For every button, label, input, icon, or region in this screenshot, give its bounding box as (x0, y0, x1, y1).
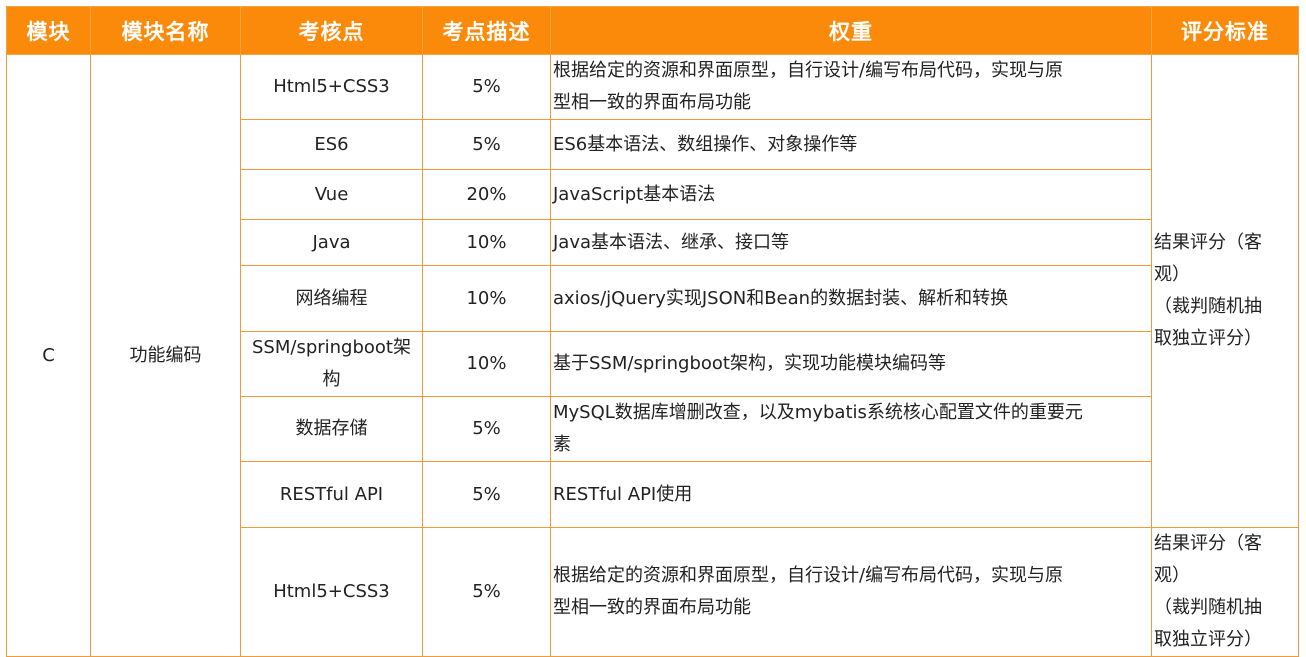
exam-point-cell: Html5+CSS3 (240, 527, 423, 657)
table-row: Vue 20% JavaScript基本语法 (7, 169, 1299, 220)
table-row: ES6 5% ES6基本语法、数组操作、对象操作等 (7, 119, 1299, 170)
exam-point-cell: Vue (240, 169, 423, 220)
table-row: C 功能编码 Html5+CSS3 5% 根据给定的资源和界面原型，自行设计/编… (6, 54, 1299, 657)
table-row: RESTful API 5% RESTful API使用 (7, 461, 1299, 528)
description-line: 型相一致的界面布局功能 (553, 92, 751, 113)
percent-cell: 10% (422, 331, 551, 397)
exam-point-cell: Html5+CSS3 (240, 54, 423, 120)
exam-point-cell: 数据存储 (240, 396, 423, 462)
standard-line: （裁判随机抽 (1154, 597, 1262, 618)
module-name-cell: 功能编码 (90, 54, 241, 657)
percent-cell: 10% (422, 219, 551, 266)
description-line: 素 (553, 434, 571, 455)
description-cell: 根据给定的资源和界面原型，自行设计/编写布局代码，实现与原 型相一致的界面布局功… (550, 54, 1152, 120)
header-standard: 评分标准 (1151, 6, 1299, 55)
header-point-desc: 考点描述 (422, 6, 551, 55)
exam-point-cell: ES6 (240, 119, 423, 170)
standard-line: 取独立评分） (1154, 328, 1262, 349)
exam-criteria-table: 模块 模块名称 考核点 考点描述 权重 评分标准 C 功能编码 Html5+CS… (6, 6, 1299, 657)
standard-line: （裁判随机抽 (1154, 296, 1262, 317)
exam-point-cell: SSM/springboot架构 (240, 331, 423, 397)
table-row: 网络编程 10% axios/jQuery实现JSON和Bean的数据封装、解析… (7, 265, 1299, 332)
description-cell: RESTful API使用 (550, 461, 1152, 528)
exam-point-cell: 网络编程 (240, 265, 423, 332)
scoring-standard-cell: 结果评分（客 观） （裁判随机抽 取独立评分） (1151, 54, 1299, 528)
percent-cell: 20% (422, 169, 551, 220)
standard-line: 结果评分（客 (1154, 533, 1262, 554)
description-line: MySQL数据库增删改查，以及mybatis系统核心配置文件的重要元 (553, 402, 1083, 423)
header-exam-point: 考核点 (240, 6, 423, 55)
description-cell: ES6基本语法、数组操作、对象操作等 (550, 119, 1152, 170)
percent-cell: 5% (422, 119, 551, 170)
description-cell: MySQL数据库增删改查，以及mybatis系统核心配置文件的重要元 素 (550, 396, 1152, 462)
table-row: 数据存储 5% MySQL数据库增删改查，以及mybatis系统核心配置文件的重… (7, 396, 1299, 462)
table-row: SSM/springboot架构 10% 基于SSM/springboot架构，… (7, 331, 1299, 397)
exam-point-cell: RESTful API (240, 461, 423, 528)
percent-cell: 10% (422, 265, 551, 332)
standard-line: 取独立评分） (1154, 629, 1262, 650)
description-cell: 基于SSM/springboot架构，实现功能模块编码等 (550, 331, 1152, 397)
description-line: 根据给定的资源和界面原型，自行设计/编写布局代码，实现与原 (553, 565, 1064, 586)
header-weight: 权重 (550, 6, 1152, 55)
percent-cell: 5% (422, 396, 551, 462)
table-row: Java 10% Java基本语法、继承、接口等 (7, 219, 1299, 266)
header-module: 模块 (6, 6, 91, 55)
exam-point-cell: Java (240, 219, 423, 266)
description-line: 型相一致的界面布局功能 (553, 597, 751, 618)
standard-line: 观） (1154, 264, 1190, 285)
percent-cell: 5% (422, 527, 551, 657)
description-cell: axios/jQuery实现JSON和Bean的数据封装、解析和转换 (550, 265, 1152, 332)
description-cell: Java基本语法、继承、接口等 (550, 219, 1152, 266)
header-row: 模块 模块名称 考核点 考点描述 权重 评分标准 (6, 6, 1299, 55)
standard-line: 观） (1154, 565, 1190, 586)
standard-line: 结果评分（客 (1154, 232, 1262, 253)
header-module-name: 模块名称 (90, 6, 241, 55)
description-cell: JavaScript基本语法 (550, 169, 1152, 220)
percent-cell: 5% (422, 461, 551, 528)
module-code-cell: C (6, 54, 91, 657)
scoring-standard-cell: 结果评分（客 观） （裁判随机抽 取独立评分） (1151, 527, 1299, 657)
description-cell: 根据给定的资源和界面原型，自行设计/编写布局代码，实现与原 型相一致的界面布局功… (550, 527, 1152, 657)
description-line: 根据给定的资源和界面原型，自行设计/编写布局代码，实现与原 (553, 60, 1064, 81)
table-wrapper: 模块 模块名称 考核点 考点描述 权重 评分标准 C 功能编码 Html5+CS… (6, 6, 1299, 657)
percent-cell: 5% (422, 54, 551, 120)
